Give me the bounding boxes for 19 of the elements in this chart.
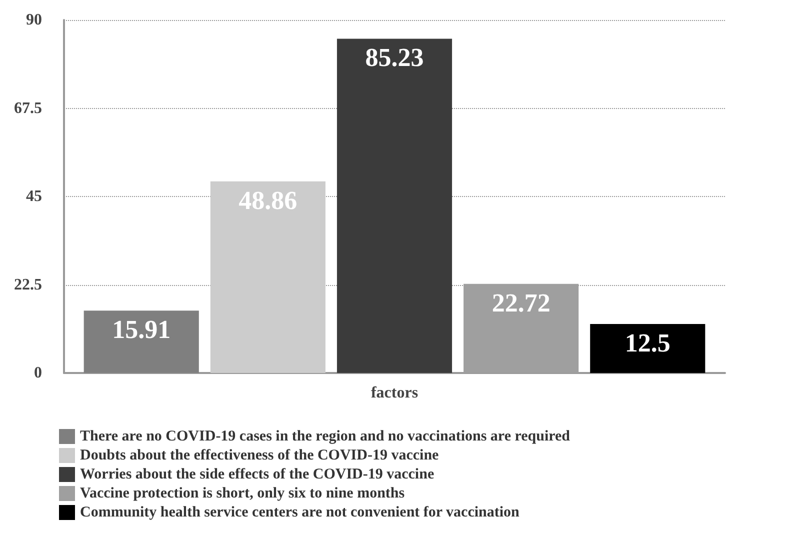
data-label: 22.72 bbox=[492, 288, 550, 318]
bar bbox=[336, 38, 452, 373]
y-tick-label: 22.5 bbox=[14, 276, 42, 294]
bar bbox=[210, 181, 326, 373]
x-tick-label: factors bbox=[370, 384, 418, 402]
legend-label: Community health service centers are not convenient for vaccination bbox=[80, 504, 520, 520]
data-label: 85.23 bbox=[365, 43, 424, 72]
data-label: 15.91 bbox=[112, 315, 171, 344]
legend-label: There are no COVID-19 cases in the region and no vaccinations are required bbox=[80, 428, 571, 444]
legend-label: Worries about the side effects of the COVID-19 vaccine bbox=[80, 466, 434, 482]
legend-label: Doubts about the effectiveness of the COVID-19 vaccine bbox=[80, 448, 440, 464]
y-tick-label: 45 bbox=[26, 188, 42, 205]
y-tick-label: 90 bbox=[26, 12, 42, 28]
data-label: 12.5 bbox=[624, 328, 670, 358]
bar bbox=[590, 324, 706, 373]
legend-label: Vaccine protection is short, only six to nine months bbox=[80, 486, 405, 502]
y-tick-label: 0 bbox=[34, 364, 42, 382]
bar bbox=[84, 310, 199, 373]
y-tick-label: 67.5 bbox=[14, 100, 42, 117]
